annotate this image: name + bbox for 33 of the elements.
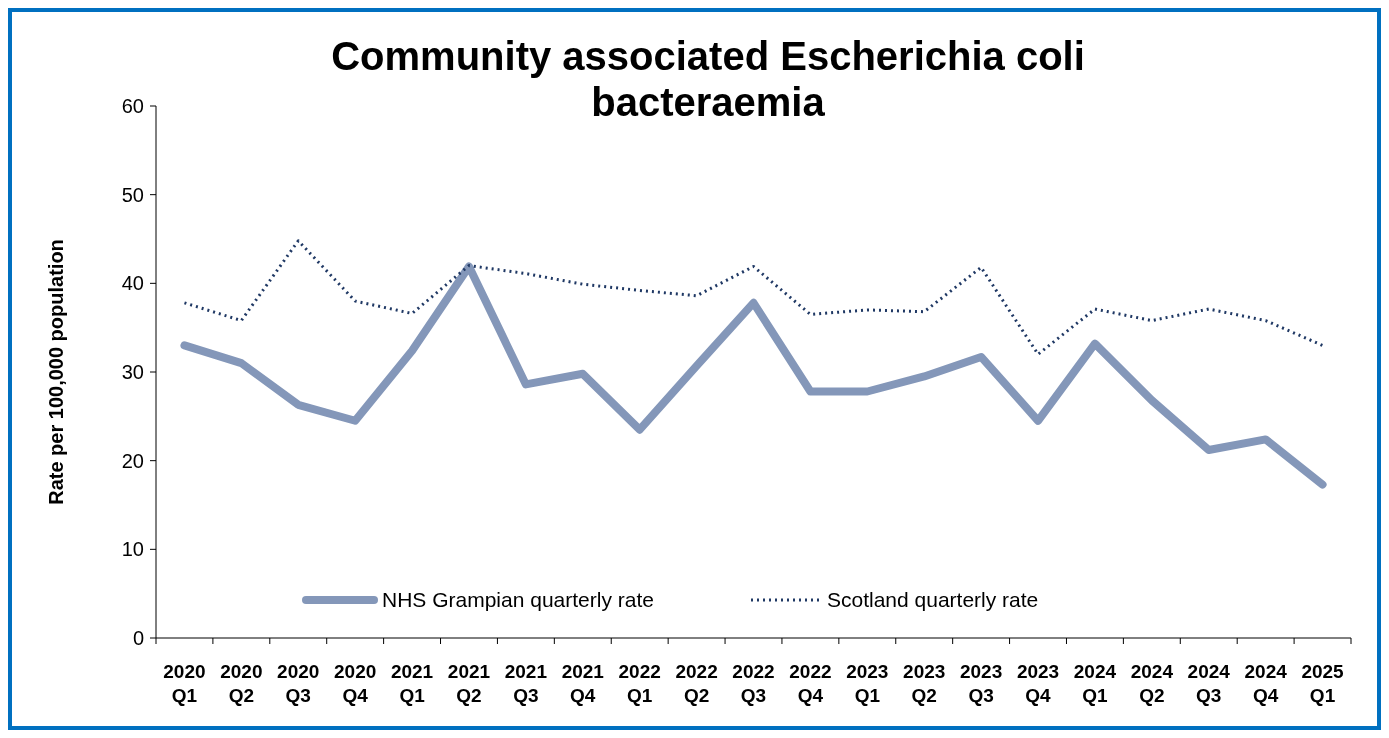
y-tick-label: 50 <box>121 183 144 206</box>
y-tick-label: 10 <box>121 538 144 561</box>
x-tick-label: 2020 Q2 <box>220 661 263 706</box>
x-tick-label: 2020 Q4 <box>334 661 377 706</box>
x-tick-label: 2024 Q3 <box>1187 661 1231 706</box>
x-tick-label: 2023 Q3 <box>959 661 1003 706</box>
x-tick-label: 2023 Q1 <box>846 661 889 706</box>
x-tick-label: 2020 Q1 <box>163 661 206 706</box>
y-tick-label: 0 <box>132 627 144 649</box>
x-tick-label: 2021 Q1 <box>390 661 434 706</box>
x-tick-label: 2021 Q3 <box>504 661 548 706</box>
x-tick-label: 2024 Q1 <box>1073 661 1117 706</box>
x-tick-label: 2022 Q4 <box>789 661 832 706</box>
x-tick-label: 2020 Q3 <box>277 661 320 706</box>
legend-label: NHS Grampian quarterly rate <box>382 588 654 612</box>
x-tick-label: 2022 Q1 <box>618 661 661 706</box>
line-series <box>182 239 1325 356</box>
x-tick-label: 2024 Q2 <box>1130 661 1174 706</box>
x-tick-label: 2021 Q2 <box>447 661 491 706</box>
x-tick-label: 2023 Q4 <box>1016 661 1060 706</box>
x-tick-label: 2025 Q1 <box>1301 661 1345 706</box>
legend-label: Scotland quarterly rate <box>827 588 1039 612</box>
y-tick-label: 40 <box>121 272 144 295</box>
y-tick-label: 20 <box>121 449 144 472</box>
y-tick-label: 60 <box>121 95 144 117</box>
x-tick-label: 2024 Q4 <box>1244 661 1288 706</box>
x-tick-label: 2023 Q2 <box>903 661 946 706</box>
x-tick-label: 2022 Q3 <box>732 661 775 706</box>
y-axis-title: Rate per 100,000 population <box>45 239 67 505</box>
x-tick-label: 2021 Q4 <box>561 661 605 706</box>
chart-title: Community associated Escherichia coli bacteraemia <box>331 34 1085 124</box>
y-tick-label: 30 <box>121 361 144 383</box>
x-tick-label: 2022 Q2 <box>675 661 718 706</box>
